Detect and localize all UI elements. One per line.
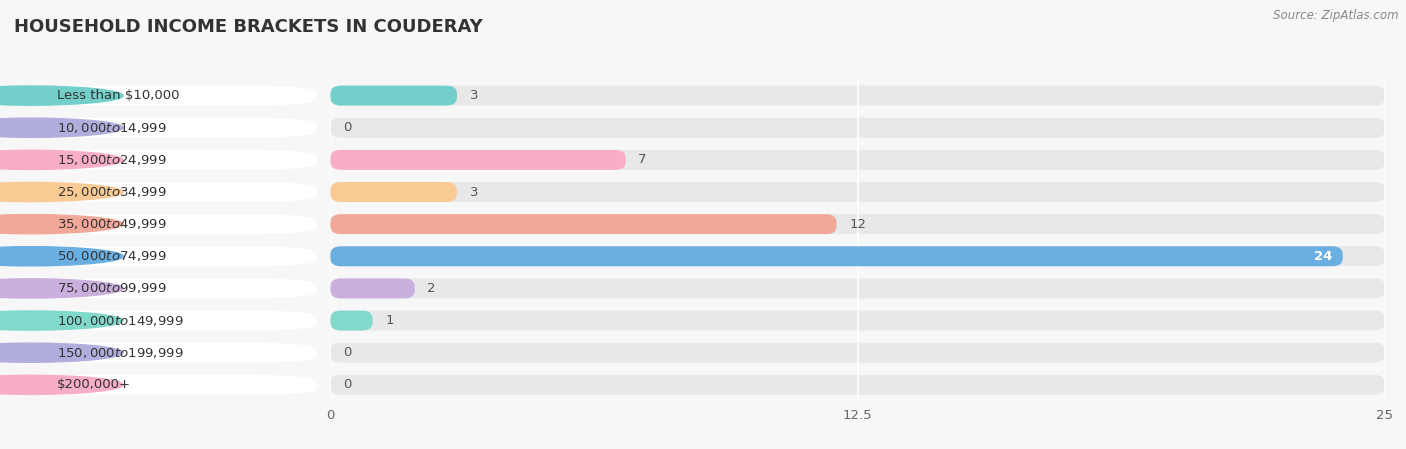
Circle shape	[0, 150, 124, 169]
FancyBboxPatch shape	[330, 86, 457, 106]
FancyBboxPatch shape	[330, 182, 1385, 202]
Text: 0: 0	[343, 346, 352, 359]
FancyBboxPatch shape	[330, 150, 626, 170]
FancyBboxPatch shape	[20, 118, 318, 138]
Text: $75,000 to $99,999: $75,000 to $99,999	[58, 282, 167, 295]
FancyBboxPatch shape	[330, 182, 457, 202]
Text: $50,000 to $74,999: $50,000 to $74,999	[58, 249, 167, 263]
FancyBboxPatch shape	[330, 118, 1385, 138]
Circle shape	[0, 86, 124, 105]
FancyBboxPatch shape	[20, 182, 318, 202]
FancyBboxPatch shape	[330, 214, 837, 234]
Text: 0: 0	[343, 121, 352, 134]
FancyBboxPatch shape	[20, 343, 318, 363]
FancyBboxPatch shape	[330, 247, 1343, 266]
Text: $25,000 to $34,999: $25,000 to $34,999	[58, 185, 167, 199]
FancyBboxPatch shape	[20, 247, 318, 266]
FancyBboxPatch shape	[20, 311, 318, 330]
Text: 3: 3	[470, 185, 478, 198]
FancyBboxPatch shape	[330, 311, 373, 330]
Circle shape	[0, 343, 124, 362]
FancyBboxPatch shape	[330, 214, 1385, 234]
Circle shape	[0, 247, 124, 266]
FancyBboxPatch shape	[330, 247, 1385, 266]
FancyBboxPatch shape	[20, 86, 318, 106]
FancyBboxPatch shape	[330, 343, 1385, 363]
Circle shape	[0, 279, 124, 298]
Text: HOUSEHOLD INCOME BRACKETS IN COUDERAY: HOUSEHOLD INCOME BRACKETS IN COUDERAY	[14, 18, 482, 36]
Text: 7: 7	[638, 154, 647, 167]
Text: $15,000 to $24,999: $15,000 to $24,999	[58, 153, 167, 167]
Text: 0: 0	[343, 379, 352, 392]
Circle shape	[0, 311, 124, 330]
Text: Less than $10,000: Less than $10,000	[58, 89, 180, 102]
Circle shape	[0, 182, 124, 202]
Text: $150,000 to $199,999: $150,000 to $199,999	[58, 346, 184, 360]
FancyBboxPatch shape	[330, 86, 1385, 106]
Circle shape	[0, 215, 124, 234]
FancyBboxPatch shape	[20, 278, 318, 299]
FancyBboxPatch shape	[20, 214, 318, 234]
Text: $35,000 to $49,999: $35,000 to $49,999	[58, 217, 167, 231]
Text: $200,000+: $200,000+	[58, 379, 131, 392]
Text: $10,000 to $14,999: $10,000 to $14,999	[58, 121, 167, 135]
Text: Source: ZipAtlas.com: Source: ZipAtlas.com	[1274, 9, 1399, 22]
Text: 12: 12	[849, 218, 866, 231]
FancyBboxPatch shape	[330, 375, 1385, 395]
Circle shape	[0, 118, 124, 137]
FancyBboxPatch shape	[330, 278, 415, 299]
Text: $100,000 to $149,999: $100,000 to $149,999	[58, 313, 184, 328]
FancyBboxPatch shape	[330, 278, 1385, 299]
FancyBboxPatch shape	[20, 375, 318, 395]
Circle shape	[0, 375, 124, 394]
Text: 24: 24	[1313, 250, 1333, 263]
Text: 1: 1	[385, 314, 394, 327]
FancyBboxPatch shape	[20, 150, 318, 170]
FancyBboxPatch shape	[330, 150, 1385, 170]
FancyBboxPatch shape	[330, 311, 1385, 330]
Text: 3: 3	[470, 89, 478, 102]
Text: 2: 2	[427, 282, 436, 295]
